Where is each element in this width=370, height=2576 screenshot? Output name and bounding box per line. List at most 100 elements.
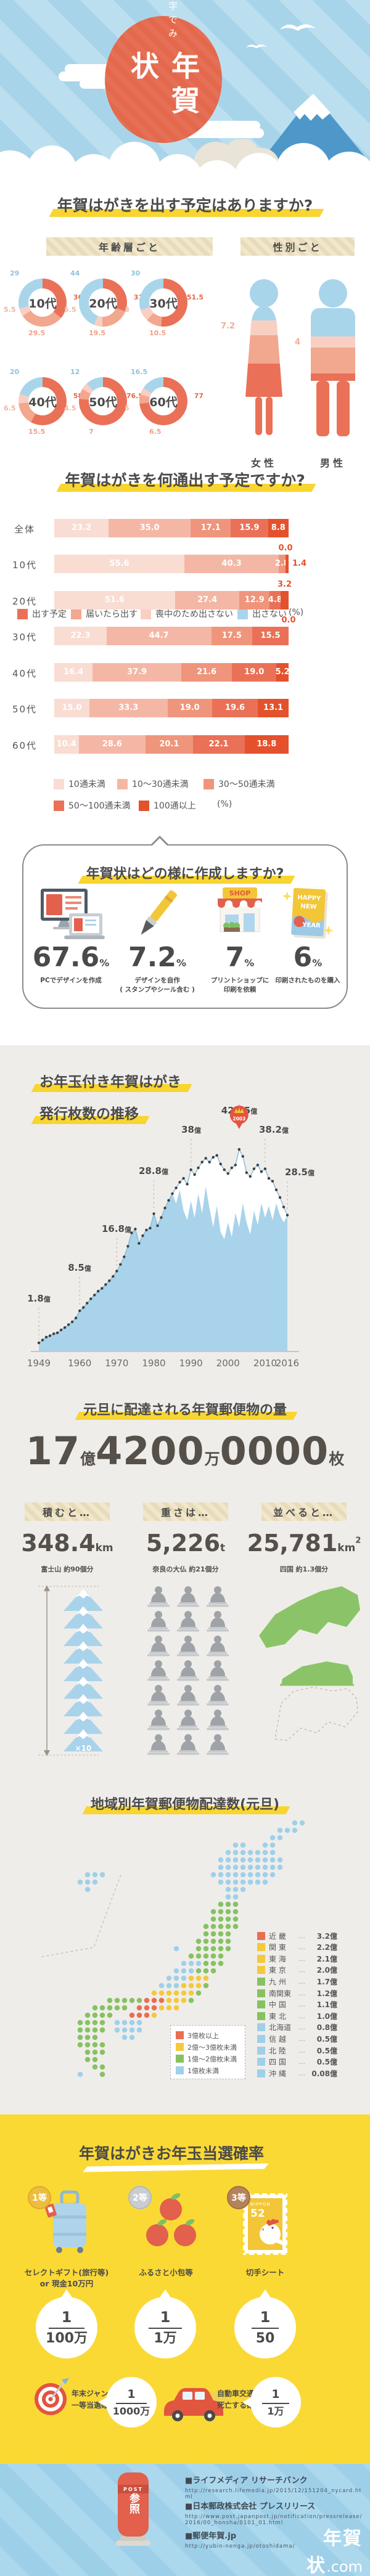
donut-value: 12 bbox=[70, 368, 80, 376]
region-legend-item: 北 陸… 0.5億 bbox=[257, 2045, 337, 2056]
apples-icon bbox=[146, 2193, 196, 2246]
svg-text:52: 52 bbox=[250, 2207, 265, 2220]
buddha-icon bbox=[147, 1685, 170, 1706]
buddha-icon bbox=[207, 1611, 229, 1632]
donut-value: 29 bbox=[10, 269, 20, 277]
band-by-age: 年齢層ごと bbox=[46, 237, 213, 256]
nengajou-logo[interactable]: 年賀状.com http://www.nengajou.com/ bbox=[306, 2528, 363, 2576]
region-legend-item: 東 京… 2.0億 bbox=[257, 1965, 337, 1976]
volume-big-number: 17億4200万0000枚 bbox=[25, 1429, 345, 1473]
bar-segment bbox=[281, 591, 289, 609]
bar-segment: 44.7 bbox=[106, 627, 212, 645]
bar-segment: 12.9 bbox=[239, 591, 270, 609]
legend-item: 100通以上 bbox=[139, 799, 196, 812]
map-scale-legend: 3億枚以上 2億〜3億枚未満 1億〜2億枚未満 1億枚未満 bbox=[170, 2025, 245, 2079]
bar-segment: 19.0 bbox=[167, 699, 212, 717]
bar-row-10代: 10代 55.6 40.3 2.8 0.0 1.4 bbox=[0, 544, 370, 573]
rising-sun: 数字でみる 年賀状 bbox=[105, 0, 222, 143]
q2-title: 年賀はがきを何通出す予定ですか? bbox=[0, 468, 370, 491]
how-created-box: 年賀状はどの様に作成しますか? 67.6% PCでデザインを作成 bbox=[22, 836, 348, 1009]
svg-text:2000: 2000 bbox=[216, 1358, 240, 1369]
donut-value: 8 bbox=[125, 306, 130, 314]
male-no-value: 28.2 bbox=[360, 288, 370, 297]
donut-value: 5 bbox=[125, 404, 130, 412]
buddha-icon bbox=[147, 1660, 170, 1681]
bar-segment: 33.3 bbox=[89, 699, 168, 717]
region-legend-item: 東 北… 1.0億 bbox=[257, 2010, 337, 2021]
svg-text:1.8億: 1.8億 bbox=[27, 1293, 51, 1304]
bar-segment: 55.6 bbox=[54, 555, 185, 573]
bar-row-40代: 40代 16.4 37.9 21.6 19.0 5.2 bbox=[0, 663, 370, 682]
prize3-odds-bubble: 1 50 bbox=[234, 2289, 296, 2358]
svg-text:2016: 2016 bbox=[276, 1358, 299, 1369]
bar-segment: 20.1 bbox=[146, 735, 193, 754]
legend-item: 出す予定 bbox=[17, 608, 67, 620]
svg-text:38.2億: 38.2億 bbox=[259, 1124, 289, 1135]
region-legend-item: 関 東… 2.2億 bbox=[257, 1942, 337, 1953]
buddha-icon bbox=[207, 1710, 229, 1730]
jumbo-odds-bubble: 1 1000万 bbox=[98, 2377, 157, 2427]
region-legend-item: 近 畿… 3.2億 bbox=[257, 1930, 337, 1941]
svg-text:×10: ×10 bbox=[75, 1744, 92, 1753]
issuance-line-chart: 1.8億8.5億16.8億28.8億38億42.25億200338.2億28.5… bbox=[27, 1103, 314, 1369]
buddha-icon bbox=[147, 1710, 170, 1730]
region-legend-item: 信 越… 0.5億 bbox=[257, 2033, 337, 2044]
buddha-icon bbox=[147, 1586, 170, 1607]
donut-60代: 60代 77 6.5 5 16.5 bbox=[125, 368, 204, 436]
region-legend-item: 中 国… 1.1億 bbox=[257, 1999, 337, 2010]
svg-text:NIPPON: NIPPON bbox=[250, 2202, 271, 2207]
donut-value: 6.5 bbox=[149, 428, 162, 436]
suitcase-icon bbox=[44, 2190, 86, 2253]
hero-title: 年賀状 bbox=[126, 51, 200, 121]
map-title: 地域別年賀郵便物配達数(元旦) bbox=[0, 1793, 370, 1813]
stat-value-stack: 348.4km bbox=[21, 1530, 113, 1557]
bubble-notch bbox=[150, 836, 170, 846]
scale-legend-item: 3億枚以上 bbox=[176, 2029, 240, 2041]
bar-row-全体: 全体 23.2 35.0 17.1 15.9 8.8 bbox=[0, 519, 370, 537]
buddha-icon bbox=[177, 1636, 199, 1657]
buddha-icon bbox=[177, 1734, 199, 1755]
source-url[interactable]: http://yubin-nenga.jp/otoshidama/ bbox=[185, 2543, 295, 2550]
bar-segment bbox=[285, 555, 289, 573]
bar-segment: 10.4 bbox=[54, 735, 79, 754]
shikoku-icon bbox=[259, 1586, 360, 1741]
accident-odds-bubble: 1 1万 bbox=[242, 2377, 301, 2427]
svg-text:YEAR: YEAR bbox=[302, 922, 321, 930]
buddha-icon bbox=[147, 1611, 170, 1632]
stat-value-weight: 5,226t bbox=[146, 1530, 226, 1557]
donut-value: 10.5 bbox=[149, 329, 166, 337]
how-item-printshop: SHOP 7% プリントショップに 印刷を依頼 bbox=[201, 886, 279, 995]
bar-segment: 8.8 bbox=[268, 519, 289, 537]
scale-legend-item: 1億〜2億枚未満 bbox=[176, 2053, 240, 2064]
bar-segment: 17.1 bbox=[191, 519, 231, 537]
bar-segment: 13.1 bbox=[258, 699, 289, 717]
svg-text:38億: 38億 bbox=[181, 1124, 201, 1135]
buddha-icon bbox=[147, 1734, 170, 1755]
buddha-icon bbox=[177, 1710, 199, 1730]
svg-text:1949: 1949 bbox=[27, 1358, 51, 1369]
prize3-caption: 切手シート bbox=[245, 2268, 285, 2277]
pc-icon bbox=[41, 889, 105, 939]
svg-text:8.5億: 8.5億 bbox=[68, 1262, 91, 1273]
legend-item: 10通未満 bbox=[54, 778, 105, 790]
male-mourning-value: 4 bbox=[295, 338, 301, 347]
legend-item: 50〜100通未満 bbox=[54, 799, 131, 812]
donut-value: 16.5 bbox=[131, 368, 148, 376]
how-item-handmade: 7.2% デザインを自作( スタンプやシール含む ) bbox=[118, 886, 196, 995]
buddha-icon bbox=[147, 1636, 170, 1657]
bar-segment: 15.5 bbox=[252, 627, 289, 645]
bird-icon bbox=[246, 44, 267, 49]
donut-value: 4.5 bbox=[64, 404, 76, 412]
issuance-title-line2: 発行枚数の推移 bbox=[39, 1102, 139, 1123]
svg-text:2003: 2003 bbox=[232, 1116, 245, 1122]
brush-icon bbox=[141, 890, 178, 935]
bird-icon bbox=[280, 24, 316, 31]
donut-value: 6.5 bbox=[4, 404, 16, 412]
source-url[interactable]: http://research.lifemedia.jp/2015/12/151… bbox=[185, 2488, 362, 2500]
source-url[interactable]: http://www.post.japanpost.jp/notificatio… bbox=[185, 2514, 363, 2526]
bar-row-60代: 60代 10.4 28.6 20.1 22.1 18.8 bbox=[0, 735, 370, 754]
donut-value: 7 bbox=[89, 428, 94, 436]
donut-value: 5.5 bbox=[4, 306, 16, 314]
buddha-icon bbox=[207, 1636, 229, 1657]
